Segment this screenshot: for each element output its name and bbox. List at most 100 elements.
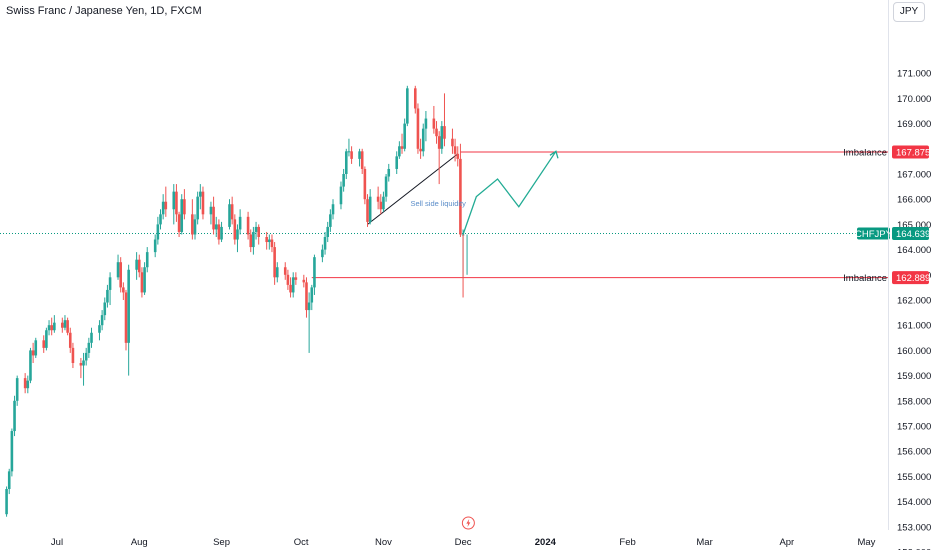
candle-body (201, 191, 205, 215)
candle (34, 337, 38, 358)
candle (384, 174, 388, 202)
candle (270, 234, 274, 253)
candle (10, 428, 14, 477)
candle (217, 219, 221, 245)
candle-body (289, 284, 292, 293)
candle-body (456, 153, 460, 159)
time-tick-label: Nov (375, 537, 392, 548)
candle-body (382, 196, 385, 210)
candle-body (440, 126, 444, 149)
flash-icon[interactable] (461, 516, 475, 530)
imbalance-lower-price: 162.889 (896, 273, 930, 284)
candle-body (63, 320, 67, 328)
candle (254, 221, 258, 240)
candle-body (199, 191, 202, 197)
candle (199, 184, 202, 210)
candle-body (156, 224, 160, 240)
chart-annotations-back (0, 150, 888, 279)
candle-body (305, 282, 308, 311)
candle-body (270, 239, 274, 248)
candle (143, 262, 146, 295)
price-tick-label: 165.000 (897, 220, 931, 231)
candle (82, 352, 85, 386)
candle-body (116, 262, 120, 278)
candle (84, 347, 88, 366)
candle (26, 375, 30, 394)
candle (47, 320, 51, 336)
time-tick-label: May (857, 537, 875, 548)
candle (289, 277, 292, 298)
candle (344, 148, 348, 180)
candle (400, 133, 404, 154)
candle (321, 244, 324, 263)
candle (246, 211, 250, 240)
price-axis[interactable]: 152.000 153.000 154.000 155.000 156.000 157.0… (897, 69, 931, 550)
candle (368, 189, 372, 225)
candle (432, 105, 436, 134)
last-price-value: 164.639 (896, 229, 930, 240)
candle-body (106, 289, 109, 303)
candle-body (387, 168, 391, 177)
candle (302, 274, 306, 288)
candle (342, 168, 345, 192)
candle (135, 252, 138, 280)
candle (175, 184, 178, 222)
currency-button[interactable]: JPY (893, 2, 925, 22)
candle (424, 111, 428, 142)
candle (453, 138, 457, 162)
candle (172, 184, 176, 225)
price-axis-border (888, 0, 889, 530)
candle-body (313, 257, 316, 288)
candle (291, 272, 295, 298)
candle (435, 121, 438, 144)
candle-body (53, 322, 56, 331)
candle (90, 327, 93, 348)
candle-body (350, 151, 353, 159)
candle-body (329, 214, 332, 227)
projection-path[interactable] (462, 150, 557, 235)
candle (42, 335, 46, 353)
candle-body (140, 272, 144, 293)
trendline[interactable] (367, 153, 459, 225)
candle (87, 337, 91, 358)
candle (15, 375, 19, 406)
candle-body (424, 118, 428, 129)
candle (68, 327, 72, 353)
candle-body (273, 247, 276, 278)
candle (387, 163, 391, 182)
price-tick-label: 156.000 (897, 447, 931, 458)
candle-body (87, 342, 91, 353)
candle-body (50, 325, 53, 331)
candle (440, 121, 444, 154)
candle-body (268, 239, 271, 243)
candle-body (34, 340, 38, 356)
candle-body (183, 199, 186, 215)
candle (379, 194, 383, 215)
price-tick-label: 166.000 (897, 195, 931, 206)
candle (363, 166, 367, 205)
candle (257, 224, 261, 245)
candle-body (379, 201, 383, 210)
candle (419, 138, 422, 159)
candle-body (347, 151, 351, 153)
candle-body (10, 431, 14, 472)
sell-side-liquidity-label: Sell side liquidity (410, 199, 466, 208)
candle-body (321, 249, 324, 258)
candle-body (71, 347, 75, 363)
candle-body (323, 237, 327, 250)
candle-body (358, 151, 361, 159)
time-axis[interactable]: Jul Aug Sep Oct Nov Dec 2024 Feb Mar Apr May (51, 537, 876, 548)
candle (66, 317, 69, 336)
candle-body (294, 277, 298, 280)
candle (122, 282, 125, 300)
candle-body (212, 206, 215, 230)
candle-body (238, 216, 242, 230)
candle (45, 327, 48, 351)
time-tick-label: Sep (213, 537, 230, 548)
candle (360, 148, 364, 174)
candle (193, 214, 197, 240)
price-tick-label: 155.000 (897, 472, 931, 483)
candle-body (122, 287, 125, 293)
time-tick-label: Mar (696, 537, 712, 548)
